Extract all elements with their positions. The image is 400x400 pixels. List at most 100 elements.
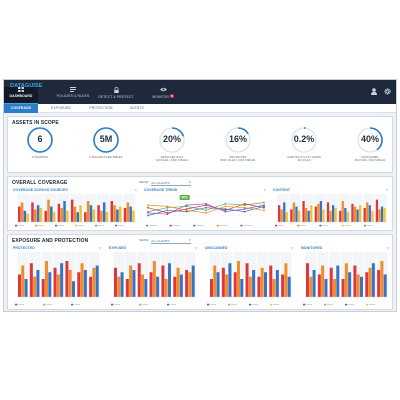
close-icon[interactable]: ×: [98, 245, 101, 250]
bar: [18, 206, 21, 222]
legend-swatch: [15, 303, 18, 306]
legend-swatch: [115, 224, 118, 227]
assets-in-scope-panel: ASSETS IN SCOPE 6 6 SOURCES 5M 5 MILLION FI…: [7, 116, 393, 173]
bar: [18, 274, 21, 297]
trend-tooltip-value: 60%: [181, 196, 188, 200]
bar: [353, 206, 357, 222]
bar: [329, 210, 332, 222]
legend-swatch: [249, 303, 252, 306]
legend-swatch: [297, 224, 300, 227]
close-icon[interactable]: ×: [194, 245, 197, 250]
bar: [322, 209, 325, 222]
bar: [334, 208, 337, 222]
nav-policies-rules[interactable]: POLICIES & RULES: [56, 87, 90, 104]
bar: [117, 276, 121, 297]
trend-point: [185, 204, 188, 206]
coverage-show-select[interactable]: ALL CHARTS ▼: [151, 181, 192, 186]
bar: [321, 265, 325, 297]
bar: [29, 263, 33, 297]
nav-dashboard[interactable]: DASHBOARD: [4, 87, 38, 104]
legend-label-line: [243, 225, 252, 226]
close-icon[interactable]: ×: [290, 245, 293, 250]
category-backdrop: [160, 252, 172, 297]
bar: [292, 202, 296, 222]
bar: [287, 276, 291, 297]
bar: [68, 270, 72, 297]
protected-card: PROTECTED ×: [11, 245, 103, 308]
bar: [95, 265, 99, 297]
legend-label-line: [348, 304, 354, 305]
bar: [83, 270, 87, 297]
nav-monitor-text: MONITOR: [152, 94, 169, 99]
legend-swatch: [193, 224, 196, 227]
user-icon[interactable]: [371, 88, 377, 95]
tab-coverage[interactable]: COVERAGE: [4, 104, 38, 113]
coverage-trend-card: COVERAGE TREND × 60%: [142, 187, 268, 229]
legend-label-line: [78, 225, 84, 226]
trend-point: [166, 212, 169, 214]
bar: [105, 212, 109, 222]
trend-point: [185, 208, 188, 210]
legend-swatch: [363, 224, 366, 227]
legend-swatch: [275, 224, 278, 227]
legend-swatch: [35, 224, 38, 227]
tab-alerts[interactable]: ALERTS: [130, 106, 144, 110]
bar: [233, 272, 237, 297]
app-logo: DATAGUISE: [10, 83, 43, 89]
bar: [92, 209, 96, 222]
kpi-label: ALERTED IN LAST 24HRS: [287, 155, 321, 159]
legend-label-line: [18, 304, 24, 305]
bar: [377, 270, 381, 297]
close-icon[interactable]: ×: [263, 187, 266, 192]
kpi-ring: [225, 127, 251, 153]
nav-monitor[interactable]: MONITOR 5: [146, 87, 180, 104]
legend-swatch: [303, 303, 306, 306]
legend-label-line: [219, 225, 228, 226]
exposure-show-select[interactable]: ALL CHARTS ▼: [151, 239, 192, 244]
bar: [52, 212, 56, 222]
trend-point: [263, 209, 265, 212]
bar: [371, 210, 374, 222]
bar: [185, 270, 189, 297]
legend-swatch: [15, 224, 18, 227]
close-icon[interactable]: ×: [385, 187, 388, 192]
bar: [34, 209, 37, 222]
dashboard-icon: [18, 87, 24, 92]
kpi-ring: [93, 127, 119, 153]
gear-icon[interactable]: [384, 88, 391, 95]
trend-point: [224, 209, 227, 212]
bar: [132, 270, 136, 297]
legend-swatch: [319, 224, 322, 227]
exposure-protection-panel: EXPOSURE AND PROTECTION SHOW ALL CHARTS ▼…: [7, 234, 393, 310]
bar: [129, 265, 133, 297]
bar: [260, 267, 264, 297]
tab-protection[interactable]: PROTECTION: [89, 106, 113, 110]
kpi-ring-progress: [27, 127, 53, 153]
bar: [125, 279, 129, 297]
trend-point: [205, 204, 207, 206]
bar: [329, 267, 333, 297]
nav-detect-protect[interactable]: DETECT & PROTECT: [98, 87, 134, 104]
bar: [86, 201, 90, 222]
bar: [312, 270, 316, 297]
legend-swatch: [43, 303, 46, 306]
exposed-card: EXPOSED ×: [107, 245, 199, 308]
legend-label-line: [58, 225, 64, 226]
close-icon[interactable]: ×: [386, 245, 389, 250]
bar: [33, 276, 37, 297]
monitored-title: MONITORED: [301, 246, 323, 250]
dashboard-subtabs: COVERAGE EXPOSURE PROTECTION ALERTS: [4, 104, 396, 113]
bar: [79, 205, 82, 222]
legend-label-line: [273, 304, 279, 305]
kpi-2: 5M 5 MILLION FILES/TABLES: [86, 126, 126, 159]
bar: [168, 263, 171, 297]
close-icon[interactable]: ×: [134, 187, 137, 192]
bar: [20, 202, 24, 222]
bar: [126, 202, 130, 222]
tab-exposure[interactable]: EXPOSURE: [51, 106, 71, 110]
bar: [326, 202, 330, 222]
exposure-protection-title: EXPOSURE AND PROTECTION: [12, 238, 89, 244]
legend-label-line: [170, 304, 176, 305]
legend-swatch: [55, 224, 58, 227]
bar: [314, 206, 317, 222]
